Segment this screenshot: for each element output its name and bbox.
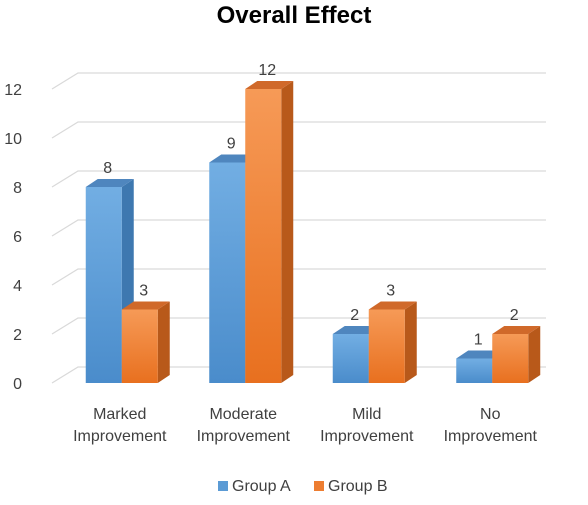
data-label: 9 bbox=[227, 136, 236, 153]
data-label: 1 bbox=[474, 332, 483, 349]
legend: Group A Group B bbox=[218, 478, 388, 495]
gridline bbox=[51, 219, 546, 237]
bar-side bbox=[528, 326, 541, 383]
data-label: 2 bbox=[350, 307, 359, 324]
gridlines bbox=[51, 72, 546, 384]
y-tick-label: 8 bbox=[13, 180, 22, 197]
y-tick-label: 4 bbox=[13, 278, 22, 295]
bar-top bbox=[368, 301, 417, 310]
bar-group-b: 3 bbox=[121, 283, 170, 383]
y-tick-label: 12 bbox=[4, 82, 22, 99]
bar-top bbox=[492, 326, 541, 334]
legend-label: Group A bbox=[232, 478, 291, 495]
bar-top bbox=[245, 81, 294, 89]
data-label: 12 bbox=[258, 62, 276, 79]
bar-front bbox=[368, 309, 405, 383]
x-tick-label: Mild Improvement bbox=[320, 406, 414, 445]
x-tick-label: Marked Improvement bbox=[73, 406, 167, 445]
x-tick-label: Moderate Improvement bbox=[197, 406, 291, 445]
gridline bbox=[51, 170, 546, 188]
bar-top bbox=[121, 301, 170, 310]
data-label: 2 bbox=[510, 307, 519, 324]
y-tick-label: 10 bbox=[4, 131, 22, 148]
y-tick-label: 2 bbox=[13, 327, 22, 344]
bar-front bbox=[85, 187, 122, 383]
bar-side bbox=[157, 301, 170, 383]
y-axis: 0 2 4 6 8 10 12 bbox=[4, 82, 22, 393]
data-label: 3 bbox=[139, 283, 148, 300]
bar-front bbox=[121, 309, 158, 383]
y-tick-label: 0 bbox=[13, 376, 22, 393]
x-tick-label: No Improvement bbox=[444, 406, 538, 445]
bar-front bbox=[492, 334, 529, 383]
bar-front bbox=[245, 89, 282, 383]
gridline bbox=[51, 268, 546, 286]
bar-front bbox=[332, 334, 369, 383]
bar-group-b: 3 bbox=[368, 283, 417, 383]
x-axis: Marked Improvement Moderate Improvement Mild… bbox=[73, 406, 537, 445]
bar-side bbox=[404, 301, 417, 383]
legend-label: Group B bbox=[328, 478, 388, 495]
gridline bbox=[51, 72, 546, 90]
legend-item: Group A bbox=[218, 478, 291, 495]
bar-group-b: 12 bbox=[245, 62, 294, 383]
gridline bbox=[51, 121, 546, 139]
legend-swatch bbox=[314, 481, 324, 491]
bar-front bbox=[209, 162, 246, 383]
bar-side bbox=[281, 81, 294, 383]
data-label: 3 bbox=[386, 283, 395, 300]
legend-item: Group B bbox=[314, 478, 388, 495]
legend-swatch bbox=[218, 481, 228, 491]
bar-top bbox=[85, 179, 134, 187]
y-tick-label: 6 bbox=[13, 229, 22, 246]
data-label: 8 bbox=[103, 160, 112, 177]
chart-title: Overall Effect bbox=[216, 2, 372, 29]
bar-front bbox=[456, 358, 493, 383]
bar-group-b: 2 bbox=[492, 307, 541, 383]
